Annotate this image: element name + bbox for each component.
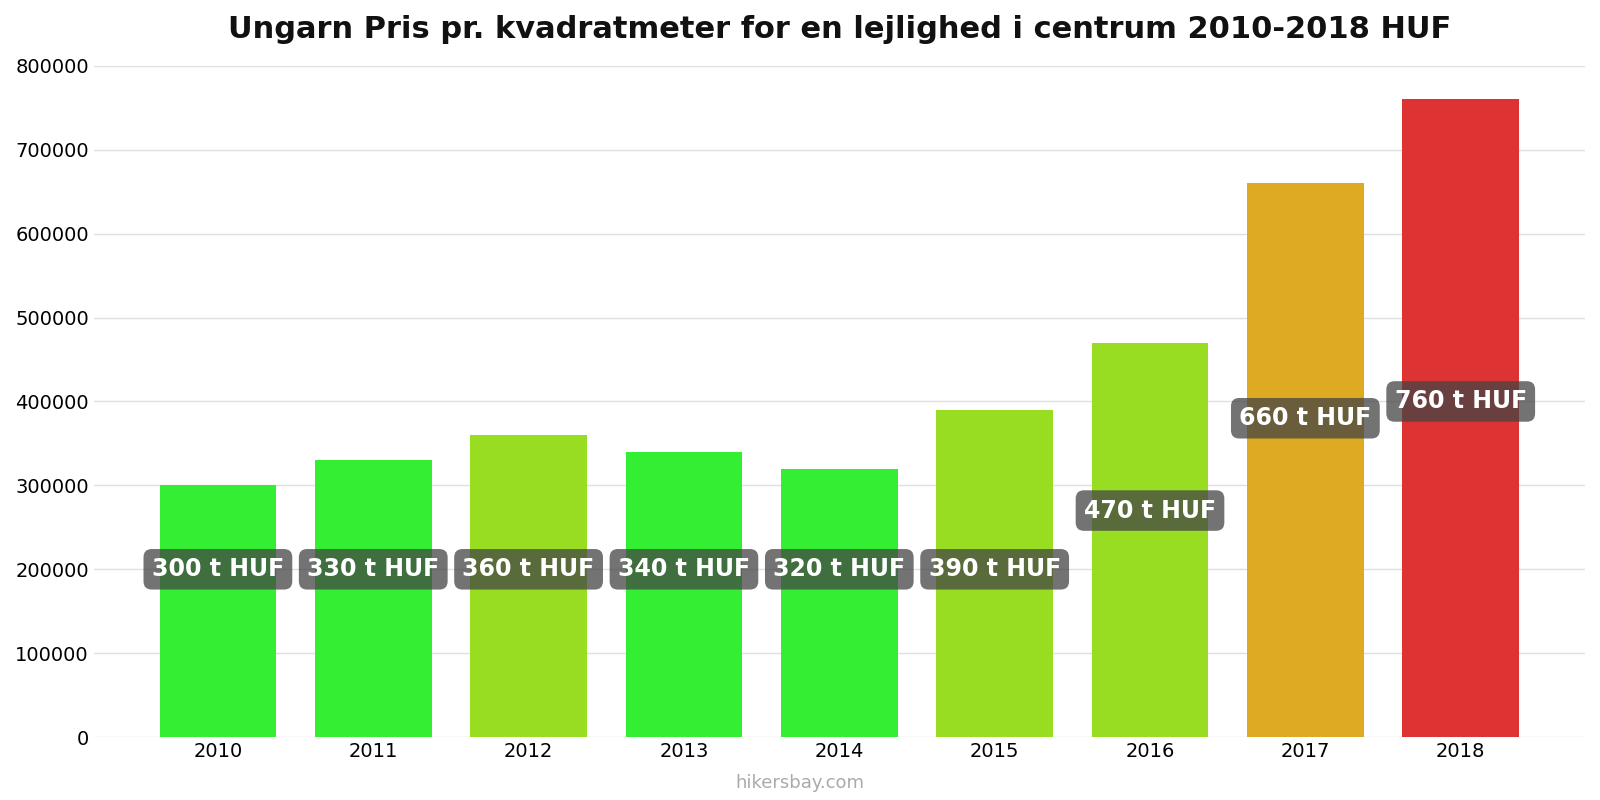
Bar bbox=[1246, 183, 1363, 737]
Text: 330 t HUF: 330 t HUF bbox=[307, 558, 440, 582]
Text: 660 t HUF: 660 t HUF bbox=[1240, 406, 1371, 430]
Bar bbox=[781, 469, 898, 737]
Text: 760 t HUF: 760 t HUF bbox=[1395, 390, 1526, 414]
Text: hikersbay.com: hikersbay.com bbox=[736, 774, 864, 792]
Text: 320 t HUF: 320 t HUF bbox=[773, 558, 906, 582]
Bar bbox=[626, 452, 742, 737]
Bar bbox=[1091, 342, 1208, 737]
Text: 300 t HUF: 300 t HUF bbox=[152, 558, 285, 582]
Text: 340 t HUF: 340 t HUF bbox=[618, 558, 750, 582]
Title: Ungarn Pris pr. kvadratmeter for en lejlighed i centrum 2010-2018 HUF: Ungarn Pris pr. kvadratmeter for en lejl… bbox=[227, 15, 1451, 44]
Bar bbox=[1403, 99, 1518, 737]
Bar bbox=[470, 435, 587, 737]
Bar bbox=[936, 410, 1053, 737]
Text: 390 t HUF: 390 t HUF bbox=[928, 558, 1061, 582]
Text: 470 t HUF: 470 t HUF bbox=[1083, 498, 1216, 522]
Bar bbox=[160, 486, 277, 737]
Text: 360 t HUF: 360 t HUF bbox=[462, 558, 595, 582]
Bar bbox=[315, 460, 432, 737]
